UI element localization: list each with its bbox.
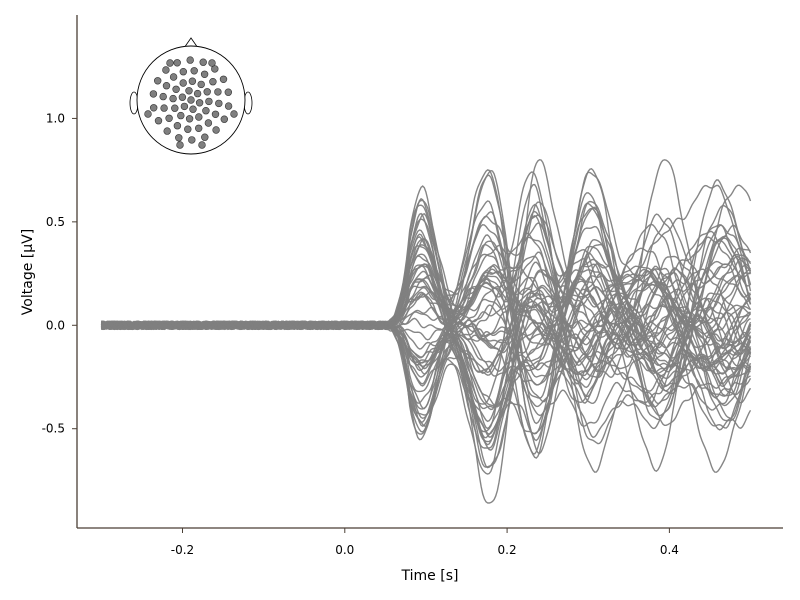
sensor-dot	[205, 97, 213, 106]
channel-trace	[100, 240, 752, 403]
sensor-dot	[175, 134, 183, 142]
channel-trace	[100, 184, 752, 423]
sensor-dot	[190, 67, 198, 75]
sensor-dot	[202, 106, 210, 115]
sensor-dot	[185, 115, 194, 123]
sensor-dot	[224, 88, 233, 96]
sensor-dot	[224, 102, 233, 110]
sensor-dot	[193, 89, 202, 98]
sensor-dot	[195, 99, 204, 107]
sensor-dot	[150, 104, 158, 112]
sensor-dot	[230, 110, 238, 118]
sensor-dot	[200, 70, 209, 79]
y-ticks: -0.5 0.0 0.5 1.0	[42, 111, 77, 436]
sensor-dot	[211, 65, 219, 73]
sensor-dot	[173, 59, 181, 67]
sensor-dot	[180, 102, 189, 111]
sensor-dot	[171, 104, 179, 112]
sensor-dot	[178, 93, 187, 101]
sensor-dot	[208, 59, 216, 67]
sensor-dot	[189, 105, 197, 113]
sensor-dot	[199, 58, 207, 66]
sensor-dot	[211, 110, 220, 119]
channel-traces	[100, 158, 752, 504]
y-axis-label: Voltage [μV]	[20, 229, 36, 315]
sensor-dot	[179, 79, 187, 87]
x-tick-label: -0.2	[171, 543, 194, 557]
x-tick-label: 0.2	[498, 543, 517, 557]
channel-trace	[101, 222, 752, 445]
sensor-dot	[177, 111, 185, 120]
y-tick-label: 1.0	[46, 111, 65, 125]
x-tick-label: 0.0	[335, 543, 354, 557]
sensor-dot	[149, 90, 158, 98]
sensor-dot	[172, 85, 180, 94]
sensor-dot	[203, 88, 211, 96]
y-tick-label: 0.0	[46, 318, 65, 332]
sensor-dot	[165, 114, 173, 123]
sensor-dot	[204, 119, 213, 127]
sensor-dot	[160, 104, 168, 112]
sensor-dot	[144, 110, 152, 118]
sensor-dot	[186, 56, 194, 64]
sensor-dot	[173, 121, 182, 130]
sensor-dot	[215, 99, 223, 108]
channel-trace	[100, 253, 752, 407]
sensor-dot	[188, 77, 197, 85]
sensor-dot	[176, 141, 184, 149]
sensor-dot	[195, 124, 203, 133]
sensor-dot	[169, 73, 178, 81]
sensor-dot	[185, 87, 193, 95]
sensor-dot	[219, 75, 228, 84]
sensor-head-map	[129, 37, 253, 155]
x-axis-label: Time [s]	[401, 568, 459, 584]
x-ticks: -0.2 0.0 0.2 0.4	[171, 528, 679, 557]
sensor-dot	[179, 67, 188, 76]
sensor-dot	[195, 113, 203, 121]
sensor-dot	[197, 80, 205, 89]
sensor-dot	[169, 94, 177, 103]
sensor-dot	[212, 126, 220, 134]
axes	[76, 15, 783, 529]
y-tick-label: 0.5	[46, 215, 65, 229]
sensor-dot	[162, 66, 170, 74]
x-tick-label: 0.4	[660, 543, 679, 557]
sensor-dot	[154, 116, 163, 125]
sensor-dot	[166, 59, 174, 67]
sensor-dot	[163, 127, 171, 135]
sensor-dot	[184, 125, 192, 133]
sensor-dot	[162, 81, 171, 90]
sensor-dot	[209, 77, 217, 86]
sensor-dot	[188, 136, 196, 144]
sensor-dot	[187, 96, 195, 104]
channel-trace	[101, 158, 751, 504]
y-tick-label: -0.5	[42, 422, 65, 436]
sensor-dot	[201, 133, 209, 141]
channel-trace	[100, 238, 751, 379]
sensor-dot	[214, 88, 222, 96]
sensor-dot	[220, 115, 229, 123]
sensor-dot	[159, 92, 167, 101]
sensor-dot	[198, 141, 206, 149]
sensor-dot	[154, 77, 162, 85]
